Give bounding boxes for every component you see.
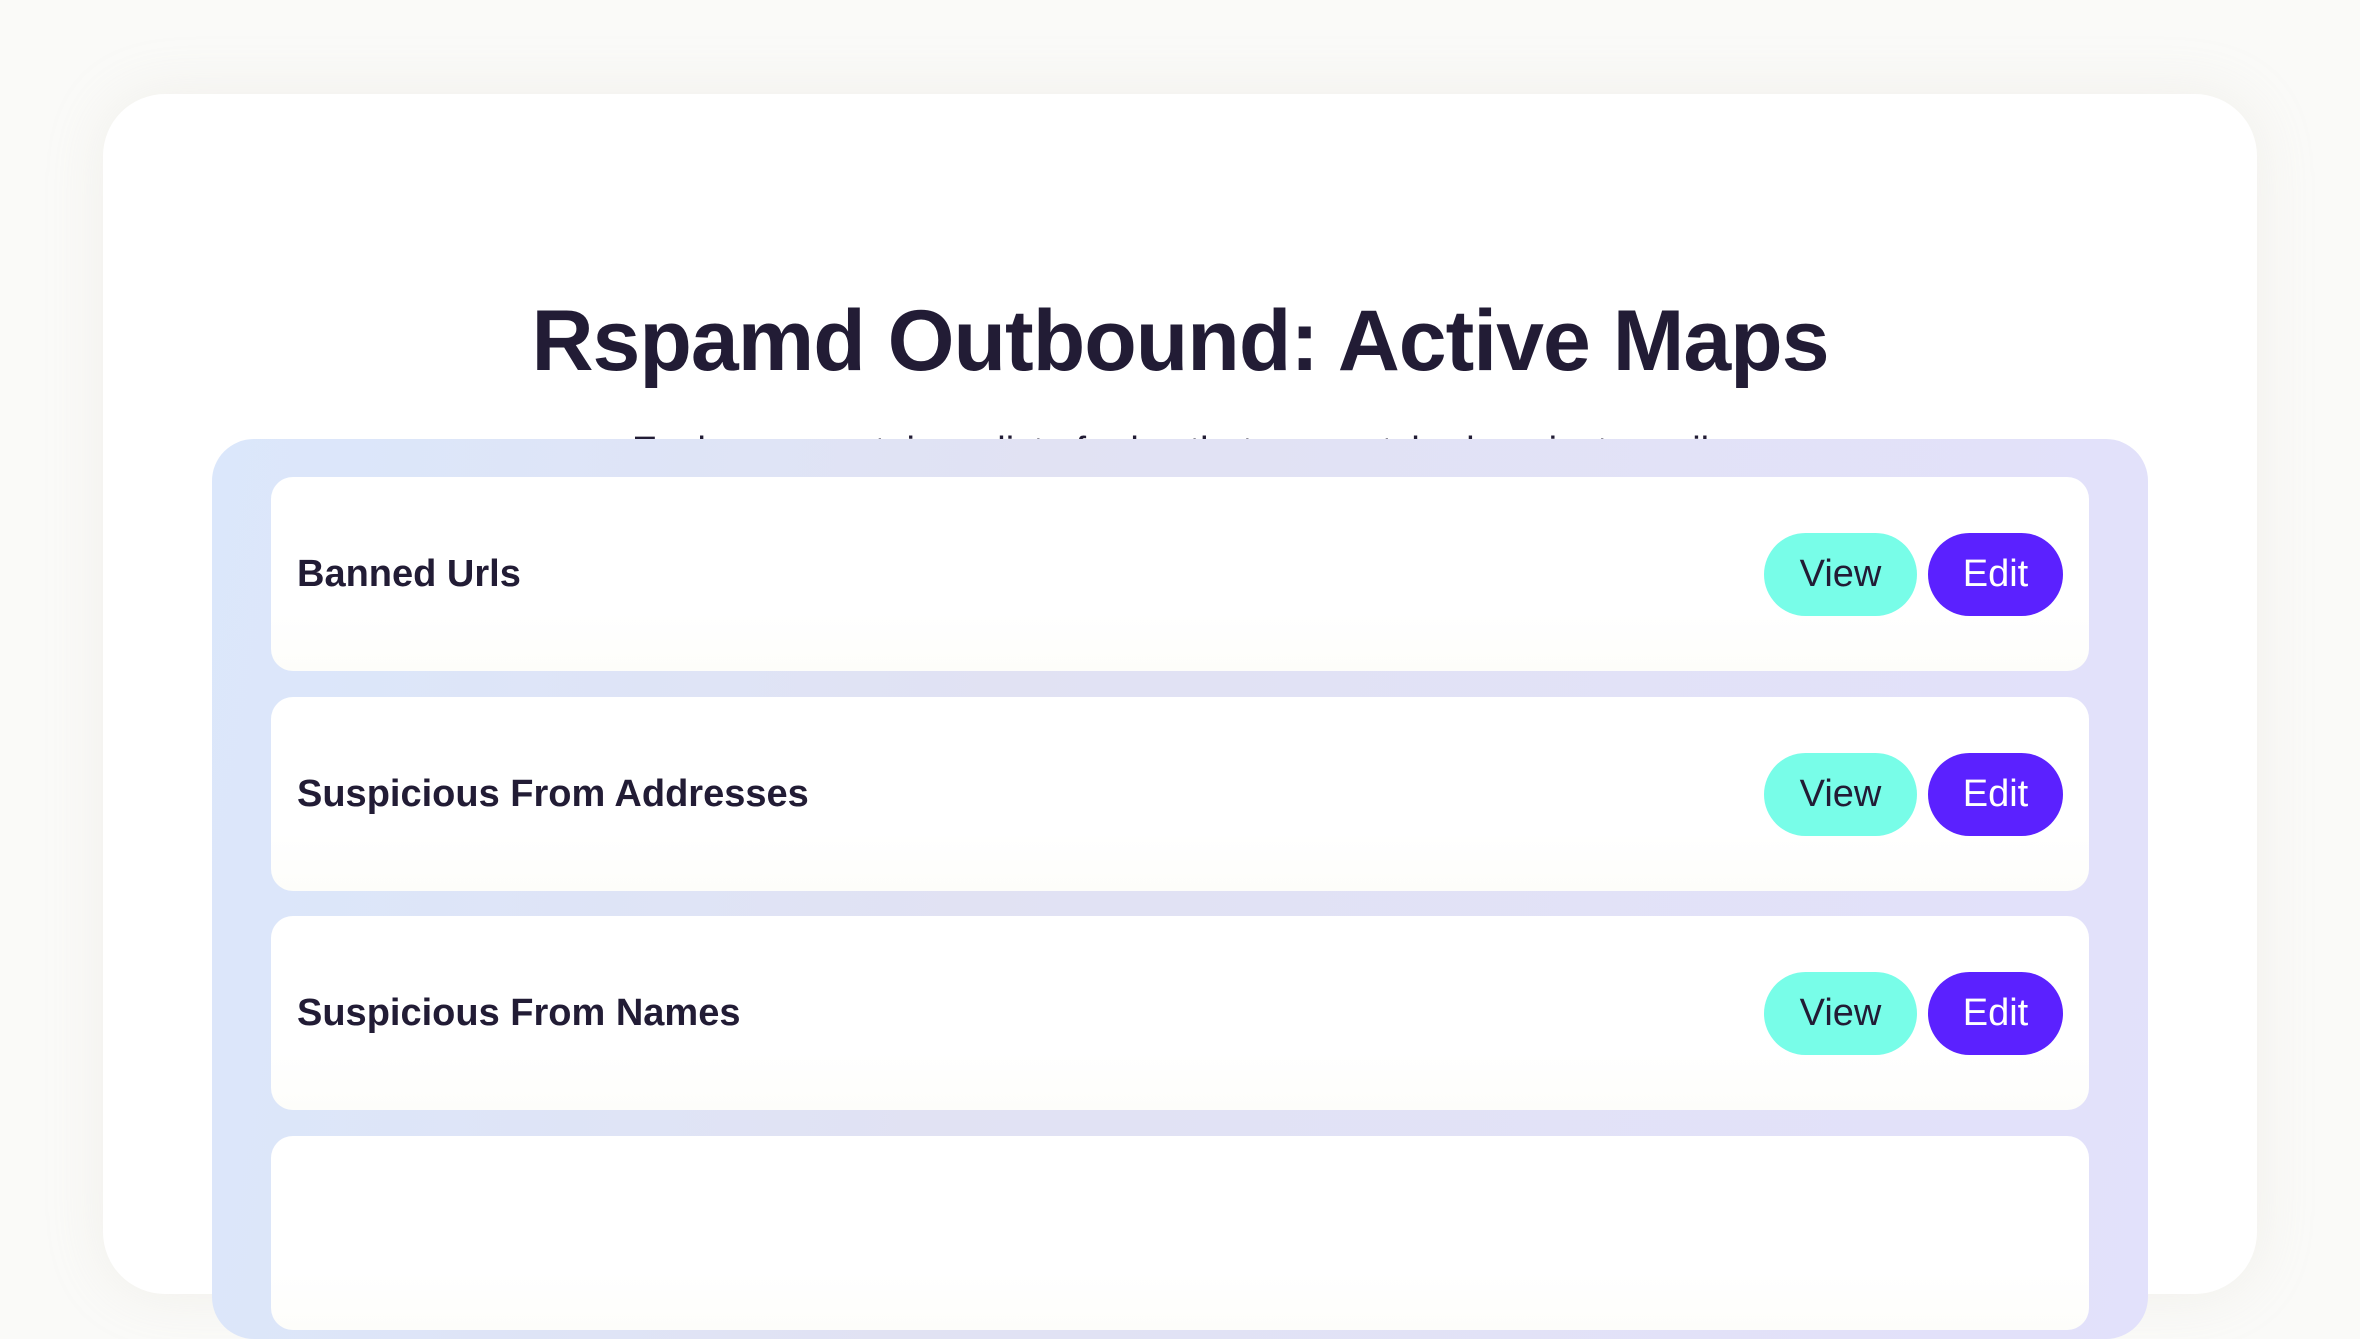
map-name: Suspicious From Addresses xyxy=(297,772,809,815)
page-title: Rspamd Outbound: Active Maps xyxy=(531,293,1829,389)
list-item xyxy=(271,1136,2089,1330)
edit-button[interactable]: Edit xyxy=(1928,752,2063,836)
map-name: Suspicious From Names xyxy=(297,991,741,1034)
edit-button[interactable]: Edit xyxy=(1928,971,2063,1055)
view-button[interactable]: View xyxy=(1764,532,1917,616)
map-name: Banned Urls xyxy=(297,552,521,595)
maps-list: Banned Urls View Edit Suspicious From Ad… xyxy=(212,439,2148,1339)
list-item: Suspicious From Names View Edit xyxy=(271,916,2089,1110)
edit-button[interactable]: Edit xyxy=(1928,532,2063,616)
view-button[interactable]: View xyxy=(1764,752,1917,836)
list-item: Suspicious From Addresses View Edit xyxy=(271,697,2089,891)
view-button[interactable]: View xyxy=(1764,971,1917,1055)
list-item: Banned Urls View Edit xyxy=(271,477,2089,671)
